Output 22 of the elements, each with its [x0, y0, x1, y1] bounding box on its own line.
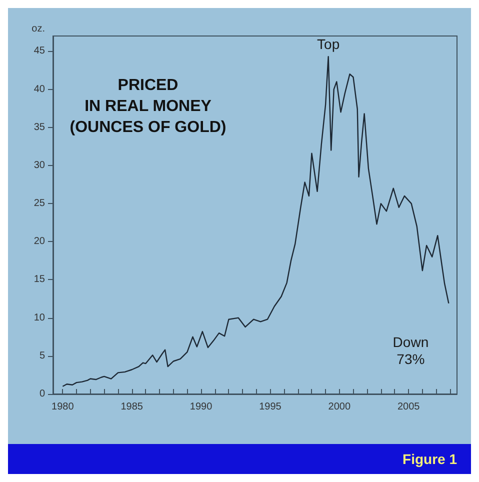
y-tick-label: 35 [34, 122, 46, 133]
y-tick-label: 0 [39, 388, 46, 400]
y-tick-label: 25 [34, 198, 46, 210]
text: PRICED IN REAL MONEY (OUNCES OF GOLD) [70, 77, 226, 136]
y-axis-title: oz. [32, 24, 45, 34]
x-tick-label: 1980 [52, 402, 74, 412]
x-tick-label: 1985 [120, 402, 144, 412]
x-tick-label: 1995 [259, 402, 282, 412]
y-tick-label: 5 [39, 350, 46, 362]
y-tick-label: 15 [34, 274, 46, 286]
y-tick-label: 40 [34, 84, 46, 95]
y-tick-label: 10 [34, 312, 46, 324]
line-series [62, 56, 450, 387]
y-tick-label: 20 [34, 236, 46, 248]
y-tick-label: 30 [34, 160, 46, 171]
y-tick-label: 45 [34, 46, 46, 57]
caption: Figure 1 [402, 451, 458, 467]
x-tick-label: 2000 [328, 402, 351, 412]
x-tick-label: 1990 [190, 402, 213, 412]
annotation: Down 73% [392, 334, 429, 367]
annotation: Top [317, 36, 340, 52]
x-tick-label: 2005 [397, 402, 420, 412]
